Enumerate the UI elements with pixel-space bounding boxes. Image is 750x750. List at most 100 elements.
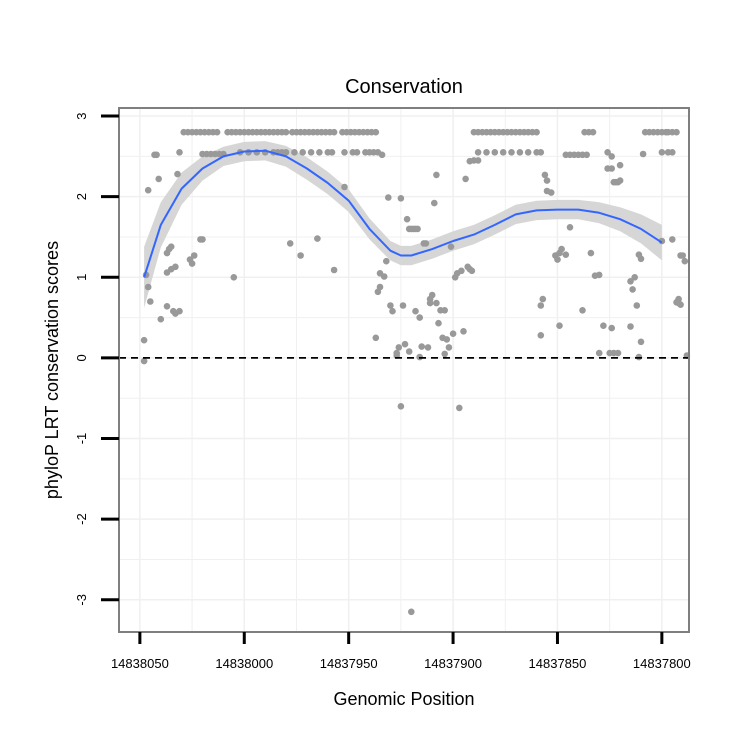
data-point xyxy=(541,171,549,179)
data-point xyxy=(389,307,396,315)
data-point xyxy=(144,283,152,291)
data-point xyxy=(595,271,603,279)
data-point xyxy=(383,257,390,265)
data-point xyxy=(163,303,171,310)
x-tick-label: 14837800 xyxy=(633,656,691,671)
data-point xyxy=(397,195,405,202)
data-point xyxy=(474,149,482,156)
data-point xyxy=(533,128,540,136)
data-point xyxy=(524,149,532,156)
data-point xyxy=(376,283,384,291)
data-point xyxy=(669,236,676,243)
y-tick-label: 1 xyxy=(74,274,89,281)
data-point xyxy=(297,252,304,259)
data-point xyxy=(616,177,624,184)
data-point xyxy=(307,149,315,156)
data-point xyxy=(491,149,499,156)
data-point xyxy=(408,608,415,616)
data-point xyxy=(431,199,438,207)
data-point xyxy=(631,274,638,281)
data-point xyxy=(341,183,348,191)
y-tick-label: 3 xyxy=(74,112,89,119)
data-point xyxy=(341,149,348,156)
x-axis-label: Genomic Position xyxy=(333,689,474,709)
smooth-line xyxy=(143,149,663,278)
data-point xyxy=(190,252,198,259)
data-point xyxy=(155,175,162,183)
data-point xyxy=(579,307,586,314)
data-point xyxy=(445,344,453,351)
data-point xyxy=(460,328,467,335)
data-point xyxy=(595,349,603,357)
data-point xyxy=(537,332,545,339)
data-point xyxy=(399,302,407,309)
data-point xyxy=(543,177,551,184)
data-point xyxy=(458,267,465,275)
y-axis: 3 2 1 0 -1 -2 -3 xyxy=(74,112,119,606)
x-axis: 14838050 14838000 14837950 14837900 14837850… xyxy=(111,632,691,671)
data-point xyxy=(633,302,641,309)
data-point xyxy=(673,128,680,136)
data-point xyxy=(433,299,440,307)
data-point xyxy=(669,149,676,156)
y-tick-label: -1 xyxy=(74,433,89,445)
data-point xyxy=(405,348,413,355)
data-point xyxy=(380,273,388,280)
x-tick-label: 14838050 xyxy=(111,656,169,671)
data-point xyxy=(537,149,545,156)
y-tick-label: -2 xyxy=(74,513,89,525)
data-point xyxy=(147,298,154,305)
data-point xyxy=(449,330,457,338)
y-tick-label: 0 xyxy=(74,354,89,361)
data-point xyxy=(629,286,636,293)
data-point xyxy=(554,256,561,263)
data-point xyxy=(286,240,294,247)
data-point xyxy=(474,157,482,164)
data-point xyxy=(378,151,386,159)
x-tick-label: 14837850 xyxy=(529,656,587,671)
plot-frame xyxy=(118,107,690,633)
data-point xyxy=(562,251,570,258)
data-point xyxy=(673,299,680,306)
data-point xyxy=(412,307,419,315)
data-point xyxy=(616,161,624,169)
data-point xyxy=(508,149,515,156)
data-point xyxy=(627,278,634,285)
data-point xyxy=(566,224,574,231)
data-point xyxy=(176,307,183,315)
data-points xyxy=(140,128,691,616)
data-point xyxy=(556,322,563,330)
data-point xyxy=(679,252,686,259)
data-point xyxy=(328,149,336,156)
data-point xyxy=(637,338,645,346)
y-axis-label: phyloP LRT conservation scores xyxy=(42,241,62,499)
y-tick-label: -3 xyxy=(74,594,89,606)
gridlines xyxy=(119,108,689,632)
data-point xyxy=(387,302,394,309)
data-point xyxy=(353,149,361,156)
data-point xyxy=(401,340,409,348)
data-point xyxy=(608,324,615,332)
data-point xyxy=(385,194,392,201)
data-point xyxy=(395,344,403,351)
data-point xyxy=(608,165,615,172)
data-point xyxy=(416,314,424,321)
data-point xyxy=(424,344,432,351)
data-point xyxy=(435,319,442,327)
data-point xyxy=(230,274,238,281)
data-point xyxy=(153,151,160,159)
data-point xyxy=(441,307,449,314)
data-point xyxy=(372,334,380,342)
data-point xyxy=(403,215,411,223)
data-point xyxy=(447,243,455,250)
data-point xyxy=(330,266,338,274)
data-point xyxy=(468,267,476,275)
data-point xyxy=(397,403,405,410)
data-point xyxy=(583,151,590,159)
smooth-line-layer xyxy=(143,149,663,278)
data-point xyxy=(299,149,307,156)
data-point xyxy=(282,149,290,156)
data-point xyxy=(539,295,547,303)
chart-title: Conservation xyxy=(345,76,463,98)
